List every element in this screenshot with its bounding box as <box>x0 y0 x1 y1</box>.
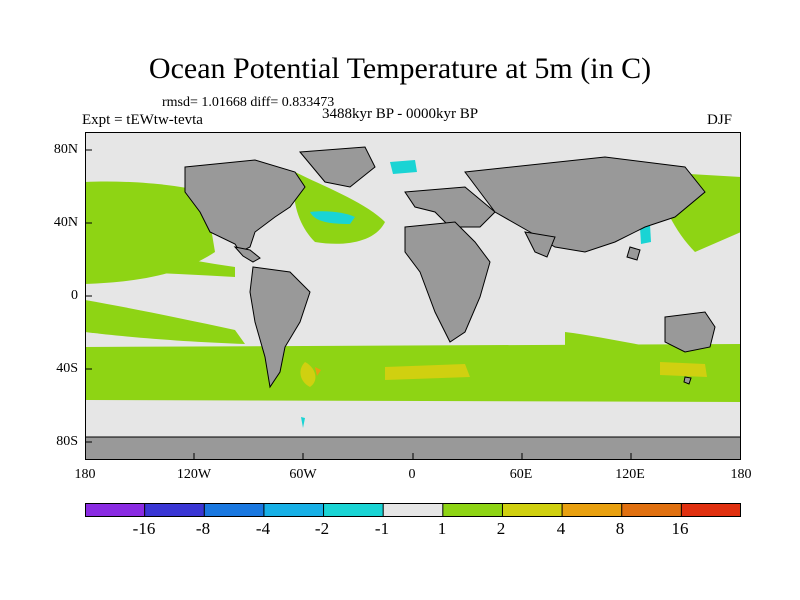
orange-patch-1 <box>315 367 321 376</box>
lat-tick-label: 80S <box>56 434 78 449</box>
lon-tick-label: 180 <box>74 467 96 482</box>
nordic-seas-patch <box>390 160 417 174</box>
colorbar-swatch <box>621 503 682 517</box>
lon-tick-label: 120W <box>176 467 212 482</box>
lon-tick-label: 180 <box>730 467 752 482</box>
world-map <box>85 132 741 460</box>
period-label: 3488kyr BP - 0000kyr BP <box>322 106 479 122</box>
colorbar-swatch <box>204 503 265 517</box>
south-america <box>249 266 311 389</box>
southeast-asia-islands <box>626 246 641 261</box>
indian-ocean-band <box>565 332 685 372</box>
colorbar-swatch <box>263 503 325 517</box>
season-label: DJF <box>707 112 733 128</box>
colorbar-label: -4 <box>255 519 271 538</box>
new-zealand <box>683 376 692 385</box>
colorbar-label: 2 <box>496 519 506 538</box>
colorbar-label: -1 <box>374 519 390 538</box>
colorbar-frame <box>85 503 741 517</box>
africa <box>404 221 491 343</box>
south-pacific-band-1 <box>85 300 245 344</box>
colorbar-swatch <box>681 503 741 517</box>
australia <box>664 311 716 353</box>
antarctica <box>85 436 741 460</box>
figure-title: Ocean Potential Temperature at 5m (in C) <box>148 52 652 85</box>
colorbar-swatch <box>144 503 205 517</box>
lon-tick-label: 60W <box>289 467 317 482</box>
colorbar-swatch <box>562 503 623 517</box>
colorbar-swatch <box>323 503 384 517</box>
colorbar-swatch <box>442 503 503 517</box>
central-america <box>233 246 261 263</box>
asia <box>464 156 706 253</box>
land <box>85 146 741 460</box>
gulf-stream-patch <box>310 211 355 224</box>
south-atlantic-patch <box>385 364 470 380</box>
colorbar-label: -8 <box>195 519 211 538</box>
north-america <box>184 159 306 253</box>
lat-tick-label: 40N <box>53 215 78 230</box>
equatorial-pacific-band <box>85 244 235 277</box>
colorbar-label: 4 <box>556 519 566 538</box>
anomaly-cold-patches <box>301 160 651 428</box>
drake-patch <box>301 417 305 428</box>
brazil-current-patch <box>300 362 316 387</box>
colorbar-swatch <box>85 503 146 517</box>
stats-text: rmsd= 1.01668 diff= 0.833473 <box>162 95 335 110</box>
map-ticks <box>85 149 632 460</box>
colorbar-label: 16 <box>671 519 689 538</box>
colorbar-swatch <box>502 503 563 517</box>
colorbar-label: 8 <box>615 519 625 538</box>
india <box>524 231 556 258</box>
south-australia-patch <box>660 362 707 377</box>
colorbar-swatches <box>85 503 741 517</box>
lat-tick-label: 40S <box>56 361 78 376</box>
colorbar-label: 1 <box>437 519 447 538</box>
anomaly-warm-patches <box>300 227 707 387</box>
north-atlantic-region <box>293 172 385 244</box>
colorbar <box>85 503 741 517</box>
colorbar-label: -2 <box>314 519 330 538</box>
lat-tick-label: 0 <box>71 288 78 303</box>
lon-tick-label: 0 <box>408 467 416 482</box>
europe <box>404 186 496 228</box>
colorbar-swatch <box>383 503 444 517</box>
kuroshio-patch <box>640 224 651 244</box>
colorbar-label: -16 <box>132 519 156 538</box>
experiment-label: Expt = tEWtw-tevta <box>82 112 203 128</box>
lon-tick-label: 60E <box>509 467 533 482</box>
lon-tick-label: 120E <box>615 467 645 482</box>
lat-tick-label: 80N <box>53 142 78 157</box>
greenland <box>298 146 376 188</box>
